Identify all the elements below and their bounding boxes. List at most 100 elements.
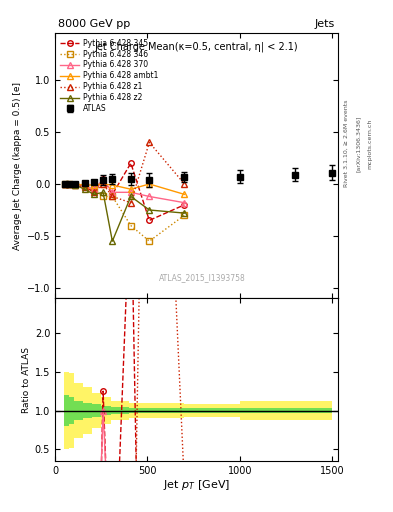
Pythia 6.428 ambt1 (147, 181, 152, 187)
Pythia 6.428 z2 (66, 181, 71, 187)
Text: 8000 GeV pp: 8000 GeV pp (58, 19, 130, 29)
Pythia 6.428 345 (66, 181, 71, 187)
Pythia 6.428 370 (66, 181, 71, 187)
Bar (277, 408, 332, 413)
Pythia 6.428 345 (63, 181, 68, 187)
Text: mcplots.cern.ch: mcplots.cern.ch (367, 118, 373, 168)
Pythia 6.428 z2 (92, 191, 96, 198)
Bar (92, 394, 101, 428)
Pythia 6.428 370 (92, 186, 96, 193)
Pythia 6.428 ambt1 (73, 181, 78, 187)
Pythia 6.428 z2 (73, 182, 78, 188)
Bar (83, 387, 92, 434)
Bar (184, 404, 240, 417)
Bar (240, 408, 277, 413)
Pythia 6.428 345 (73, 182, 78, 188)
Pythia 6.428 z2 (110, 238, 115, 244)
Pythia 6.428 370 (82, 183, 87, 189)
Pythia 6.428 345 (82, 183, 87, 189)
Bar (110, 401, 129, 420)
Pythia 6.428 ambt1 (110, 182, 115, 188)
Pythia 6.428 ambt1 (92, 182, 96, 188)
Pythia 6.428 ambt1 (182, 191, 187, 198)
Text: Rivet 3.1.10, ≥ 2.6M events: Rivet 3.1.10, ≥ 2.6M events (344, 100, 349, 187)
Pythia 6.428 z2 (101, 189, 105, 196)
Pythia 6.428 z1 (66, 181, 71, 187)
Pythia 6.428 z1 (92, 189, 96, 196)
Bar (73, 401, 83, 420)
Pythia 6.428 345 (129, 160, 133, 166)
Pythia 6.428 370 (147, 194, 152, 200)
Bar (64, 395, 69, 426)
Bar (69, 397, 73, 424)
Legend: Pythia 6.428 345, Pythia 6.428 346, Pythia 6.428 370, Pythia 6.428 ambt1, Pythia: Pythia 6.428 345, Pythia 6.428 346, Pyth… (57, 35, 161, 116)
Pythia 6.428 z1 (147, 139, 152, 145)
Bar (101, 397, 110, 424)
Text: Jet Charge Mean(κ=0.5, central, η| < 2.1): Jet Charge Mean(κ=0.5, central, η| < 2.1… (95, 41, 298, 52)
Pythia 6.428 z2 (63, 181, 68, 187)
Bar (101, 406, 110, 415)
Bar (147, 403, 184, 418)
Bar (277, 401, 332, 420)
Pythia 6.428 370 (110, 189, 115, 196)
Pythia 6.428 346 (129, 223, 133, 229)
Bar (110, 408, 129, 414)
Pythia 6.428 ambt1 (101, 181, 105, 187)
Pythia 6.428 346 (63, 181, 68, 187)
Pythia 6.428 370 (101, 177, 105, 183)
Bar (73, 383, 83, 438)
Pythia 6.428 z1 (63, 181, 68, 187)
Pythia 6.428 345 (182, 202, 187, 208)
Bar (147, 408, 184, 413)
Line: Pythia 6.428 z1: Pythia 6.428 z1 (62, 140, 187, 205)
Pythia 6.428 370 (63, 181, 68, 187)
Text: [arXiv:1306.3436]: [arXiv:1306.3436] (356, 115, 361, 172)
Bar (69, 373, 73, 447)
Pythia 6.428 345 (110, 191, 115, 198)
Pythia 6.428 346 (73, 182, 78, 188)
Pythia 6.428 345 (92, 189, 96, 196)
Pythia 6.428 z1 (82, 184, 87, 190)
Bar (129, 408, 147, 413)
Pythia 6.428 ambt1 (66, 181, 71, 187)
Pythia 6.428 z2 (182, 210, 187, 216)
Pythia 6.428 346 (92, 186, 96, 193)
Pythia 6.428 ambt1 (129, 186, 133, 193)
Line: Pythia 6.428 ambt1: Pythia 6.428 ambt1 (62, 181, 187, 197)
Pythia 6.428 346 (110, 194, 115, 200)
Pythia 6.428 z1 (110, 194, 115, 200)
Pythia 6.428 ambt1 (82, 182, 87, 188)
Pythia 6.428 ambt1 (63, 181, 68, 187)
Pythia 6.428 z2 (82, 186, 87, 193)
Bar (184, 408, 240, 413)
Pythia 6.428 z2 (129, 194, 133, 200)
Pythia 6.428 370 (182, 200, 187, 206)
Pythia 6.428 z1 (182, 181, 187, 187)
Pythia 6.428 345 (147, 217, 152, 223)
Y-axis label: Average Jet Charge (kappa = 0.5) [e]: Average Jet Charge (kappa = 0.5) [e] (13, 82, 22, 250)
Bar (92, 404, 101, 417)
Line: Pythia 6.428 370: Pythia 6.428 370 (62, 177, 187, 205)
Bar (83, 403, 92, 418)
Bar (129, 403, 147, 418)
Text: Jets: Jets (315, 19, 335, 29)
Text: ATLAS_2015_I1393758: ATLAS_2015_I1393758 (159, 273, 246, 283)
Pythia 6.428 370 (73, 181, 78, 187)
Pythia 6.428 370 (129, 189, 133, 196)
X-axis label: Jet $p_T$ [GeV]: Jet $p_T$ [GeV] (163, 478, 230, 493)
Pythia 6.428 z2 (147, 207, 152, 213)
Line: Pythia 6.428 346: Pythia 6.428 346 (62, 181, 187, 244)
Pythia 6.428 z1 (101, 181, 105, 187)
Pythia 6.428 345 (101, 176, 105, 182)
Bar (240, 401, 277, 420)
Pythia 6.428 z1 (73, 182, 78, 188)
Pythia 6.428 346 (182, 212, 187, 218)
Bar (64, 372, 69, 449)
Pythia 6.428 346 (101, 194, 105, 200)
Y-axis label: Ratio to ATLAS: Ratio to ATLAS (22, 347, 31, 413)
Line: Pythia 6.428 345: Pythia 6.428 345 (62, 160, 187, 223)
Line: Pythia 6.428 z2: Pythia 6.428 z2 (62, 181, 187, 244)
Pythia 6.428 346 (66, 181, 71, 187)
Pythia 6.428 346 (147, 238, 152, 244)
Pythia 6.428 346 (82, 183, 87, 189)
